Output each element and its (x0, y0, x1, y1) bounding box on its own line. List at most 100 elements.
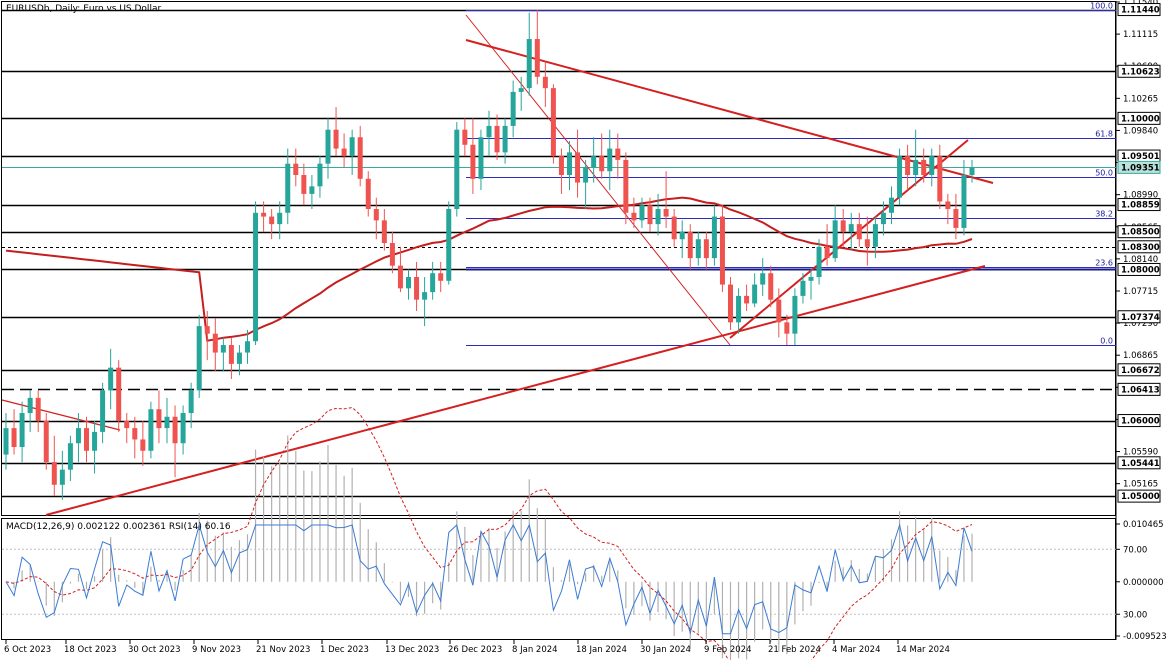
candle-body-2 (19, 413, 25, 448)
trendlines (1, 14, 994, 516)
date-label-1: 18 Oct 2023 (64, 645, 117, 655)
date-label-8: 8 Jan 2024 (512, 645, 558, 655)
date-label-14: 14 Mar 2024 (896, 645, 950, 655)
candle-body-81 (655, 209, 661, 225)
candle-body-41 (333, 129, 339, 149)
candle-body-20 (164, 416, 170, 429)
chart-title: EURUSDb, Daily: Euro vs US Dollar (6, 4, 161, 14)
candle-body-99 (800, 280, 806, 296)
candle-body-69 (558, 156, 564, 176)
candle-body-58 (470, 144, 476, 179)
level-box-13 (1117, 489, 1161, 503)
candle-body-61 (494, 125, 500, 153)
candle-body-80 (647, 205, 653, 225)
candle-body-48 (389, 243, 395, 266)
date-label-4: 21 Nov 2023 (256, 645, 310, 655)
candle-body-83 (671, 216, 677, 240)
candle-body-74 (599, 156, 605, 172)
candle-body-31 (253, 212, 259, 342)
level-box-label-5: 1.08500 (1121, 228, 1160, 238)
candle-body-54 (438, 273, 444, 281)
candle-body-68 (550, 88, 556, 157)
level-box-label-6: 1.08300 (1121, 243, 1160, 253)
level-box-5 (1117, 225, 1161, 239)
date-label-0: 6 Oct 2023 (4, 645, 51, 655)
level-box-label-0: 1.11440 (1121, 6, 1160, 16)
price-tick-label-15: 1.05165 (1123, 480, 1158, 490)
candle-body-66 (534, 39, 540, 77)
candle-body-94 (760, 273, 766, 285)
level-box-8 (1117, 310, 1161, 324)
level-box-label-4: 1.08859 (1121, 201, 1160, 211)
candle-body-21 (172, 416, 178, 444)
candle-body-63 (510, 91, 516, 126)
candle-body-96 (776, 299, 782, 323)
date-label-5: 1 Dec 2023 (320, 645, 369, 655)
date-label-11: 9 Feb 2024 (704, 645, 752, 655)
candle-body-92 (744, 295, 750, 304)
trendline-thin-descent (465, 14, 731, 346)
candle-body-67 (542, 76, 548, 89)
level-box-label-10: 1.06413 (1121, 385, 1160, 395)
candle-body-97 (784, 322, 790, 334)
fib-label-5: 0.0 (1100, 337, 1113, 346)
candle-body-22 (180, 413, 186, 444)
candle-body-106 (856, 224, 862, 240)
macd-signal-line (5, 406, 973, 660)
level-box-label-3: 1.09501 (1121, 152, 1160, 162)
level-box-2 (1117, 111, 1161, 125)
candle-body-35 (285, 163, 291, 213)
candle-body-93 (752, 284, 758, 304)
candle-body-55 (446, 209, 452, 281)
candle-body-103 (832, 220, 838, 259)
date-label-6: 13 Dec 2023 (385, 645, 439, 655)
price-tick-label-4: 1.09840 (1123, 126, 1158, 136)
candle-body-19 (156, 409, 162, 429)
price-tick-label-14: 1.05590 (1123, 448, 1158, 458)
candle-body-4 (35, 397, 41, 421)
candle-body-1 (11, 428, 17, 448)
macd-tick-label-3: 30.00 (1123, 610, 1147, 620)
candle-body-36 (293, 163, 299, 176)
candlesticks (3, 9, 975, 500)
current-price-label: 1.09351 (1121, 163, 1160, 173)
level-box-9 (1117, 363, 1161, 377)
price-tick-label-3: 1.10265 (1123, 94, 1158, 104)
macd-tick-label-4: -0.009523 (1123, 632, 1167, 642)
candle-body-95 (768, 273, 774, 300)
level-box-label-8: 1.07374 (1121, 313, 1160, 323)
level-box-7 (1117, 262, 1161, 276)
candle-body-71 (575, 152, 581, 183)
candle-body-53 (430, 273, 436, 293)
candle-body-6 (51, 462, 57, 485)
fibonacci-retracement: 100.0 61.8 50.0 38.2 23.6 0.0 (466, 2, 1116, 346)
candle-body-51 (414, 277, 420, 300)
macd-tick-label-0: 0.010465 (1123, 520, 1164, 530)
candle-body-100 (808, 277, 814, 281)
candle-body-91 (736, 295, 742, 323)
candle-body-13 (108, 367, 114, 391)
candle-body-45 (365, 178, 371, 210)
candle-body-18 (148, 409, 154, 451)
price-tick-label-11: 1.06865 (1123, 351, 1158, 361)
candle-body-87 (703, 239, 709, 259)
candle-body-110 (889, 197, 894, 213)
candle-body-26 (212, 333, 218, 353)
level-box-label-7: 1.08000 (1121, 265, 1160, 275)
candle-body-32 (261, 212, 267, 217)
candle-body-109 (880, 212, 886, 225)
candle-body-52 (422, 292, 428, 300)
candle-body-44 (357, 137, 363, 179)
date-label-12: 21 Feb 2024 (768, 645, 821, 655)
candle-body-65 (526, 39, 532, 89)
candle-body-105 (848, 224, 854, 232)
candle-body-78 (631, 212, 637, 221)
candle-body-10 (84, 428, 89, 451)
candle-body-107 (864, 239, 870, 247)
fib-label-3: 38.2 (1095, 210, 1113, 219)
candle-body-39 (317, 163, 323, 187)
candle-body-115 (929, 156, 935, 176)
candle-body-12 (100, 390, 106, 432)
candle-body-30 (245, 341, 250, 353)
level-box-label-12: 1.05441 (1121, 459, 1160, 469)
